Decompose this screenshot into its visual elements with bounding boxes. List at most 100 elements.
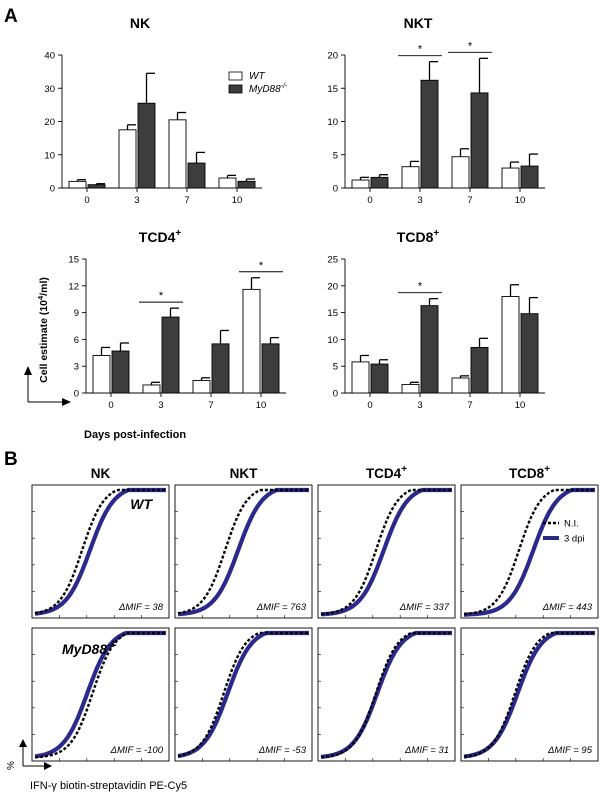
mif-value: ΔMIF = 337 xyxy=(399,602,450,613)
bar-legend: WT MyD88-/- xyxy=(228,71,288,95)
y-tick-label: 6 xyxy=(74,335,79,346)
legend-label-ko: MyD88-/- xyxy=(249,83,288,95)
bar-myd88 xyxy=(237,180,256,189)
bar-wt xyxy=(501,296,520,394)
bar-wt xyxy=(142,384,161,394)
bar-wt xyxy=(242,288,261,394)
x-tick-label: 10 xyxy=(515,400,526,411)
x-tick-label: 3 xyxy=(158,400,163,411)
bar-wt xyxy=(351,361,370,394)
flow-column-title: TCD4+ xyxy=(366,464,407,481)
panel-b-axis-arrows xyxy=(19,739,52,770)
flow-legend: N.I. 3 dpi xyxy=(543,519,585,545)
curve-ni xyxy=(34,631,166,759)
bar-myd88 xyxy=(470,346,489,394)
flow-histogram-grid: NK NKT TCD4+ TCD8+ ΔMIF = 38 ΔMIF = 763 ΔMIF =… xyxy=(31,464,599,762)
y-tick-label: 20 xyxy=(327,281,338,292)
y-tick-label: 15 xyxy=(68,255,79,266)
y-tick-label: 5 xyxy=(333,150,338,161)
y-tick-label: 10 xyxy=(327,335,338,346)
bar-wt xyxy=(401,383,420,394)
flow-panel: ΔMIF = 337 xyxy=(317,484,456,619)
legend-3dpi-label: 3 dpi xyxy=(564,534,585,545)
y-tick-label: 30 xyxy=(44,84,55,95)
bar-myd88 xyxy=(161,316,180,394)
bar-wt xyxy=(351,179,370,189)
y-tick-label: 0 xyxy=(74,389,79,400)
mif-value: ΔMIF = 763 xyxy=(256,602,307,613)
flow-panel: ΔMIF = 31 xyxy=(317,627,456,762)
bar-myd88 xyxy=(370,363,389,394)
flow-panel: ΔMIF = 38 xyxy=(31,484,170,619)
bar-chart-tcd8: TCD8+ 0 5 10 15 20 25 0 3 7 10 * xyxy=(327,228,545,411)
chart-title: NK xyxy=(130,15,150,31)
mif-value: ΔMIF = 31 xyxy=(404,745,449,756)
panel-a-axis-arrows xyxy=(24,366,71,406)
chart-title: TCD8+ xyxy=(397,228,440,245)
bar-wt xyxy=(401,166,420,189)
flow-panel: ΔMIF = 443 xyxy=(460,484,599,619)
y-axis-label: Cell estimate (104/ml) xyxy=(36,277,50,383)
flow-x-axis-label: IFN-γ biotin-streptavidin PE-Cy5 xyxy=(30,780,187,792)
bar-myd88 xyxy=(470,92,489,189)
legend-swatch-ko xyxy=(228,84,243,94)
panel-b-label: B xyxy=(4,449,18,470)
bar-wt xyxy=(168,119,187,189)
y-tick-label: 12 xyxy=(68,281,79,292)
bar-myd88 xyxy=(87,184,106,189)
bar-myd88 xyxy=(261,343,280,394)
mif-value: ΔMIF = 95 xyxy=(547,745,593,756)
chart-title: NKT xyxy=(404,15,433,31)
legend-label-wt: WT xyxy=(249,71,265,82)
flow-panel: ΔMIF = -53 xyxy=(174,627,313,762)
flow-panel-frame xyxy=(174,627,313,762)
flow-panel-frame xyxy=(317,627,456,762)
bar-wt xyxy=(192,380,211,394)
flow-column-title: NK xyxy=(91,466,111,481)
flow-panel-frame xyxy=(460,627,599,762)
curve-ni xyxy=(463,488,595,616)
flow-panel: ΔMIF = 95 xyxy=(460,627,599,762)
mif-value: ΔMIF = -53 xyxy=(258,745,307,756)
bar-myd88 xyxy=(187,162,206,189)
x-tick-label: 10 xyxy=(515,195,526,206)
mif-value: ΔMIF = -100 xyxy=(110,745,164,756)
bar-chart-nk: NK 0 10 20 30 40 0 3 7 10 xyxy=(44,15,262,206)
flow-panel-frame xyxy=(317,484,456,619)
significance-star: * xyxy=(418,281,423,293)
significance-star: * xyxy=(468,40,473,52)
curve-ni xyxy=(34,488,166,615)
bar-wt xyxy=(218,177,237,189)
bar-myd88 xyxy=(420,305,439,394)
flow-column-title: NKT xyxy=(230,466,258,481)
y-tick-label: 15 xyxy=(327,84,338,95)
x-tick-label: 0 xyxy=(367,195,372,206)
y-tick-label: 40 xyxy=(44,51,55,62)
flow-panel-frame xyxy=(31,627,170,762)
x-tick-label: 10 xyxy=(232,195,243,206)
curve-ni xyxy=(177,631,309,758)
x-tick-label: 0 xyxy=(108,400,113,411)
y-tick-label: 10 xyxy=(44,150,55,161)
bar-myd88 xyxy=(420,79,439,189)
row-label-myd88: MyD88-/- xyxy=(62,640,117,657)
flow-panel: ΔMIF = -100 xyxy=(31,627,170,762)
x-axis-label: Days post-infection xyxy=(84,429,186,441)
bar-wt xyxy=(68,180,87,189)
x-tick-label: 0 xyxy=(84,195,89,206)
significance-star: * xyxy=(159,290,164,302)
y-tick-label: 9 xyxy=(74,308,79,319)
mif-value: ΔMIF = 38 xyxy=(118,602,164,613)
x-tick-label: 10 xyxy=(256,400,267,411)
x-tick-label: 0 xyxy=(367,400,372,411)
curve-ni xyxy=(177,488,309,615)
y-tick-label: 10 xyxy=(327,117,338,128)
percent-axis-label: % xyxy=(6,761,17,770)
bar-wt xyxy=(451,156,470,189)
x-tick-label: 7 xyxy=(467,400,472,411)
curve-ni xyxy=(320,488,452,616)
legend-ni-label: N.I. xyxy=(564,519,579,530)
mif-value: ΔMIF = 443 xyxy=(542,602,593,613)
flow-column-title: TCD8+ xyxy=(509,464,550,481)
